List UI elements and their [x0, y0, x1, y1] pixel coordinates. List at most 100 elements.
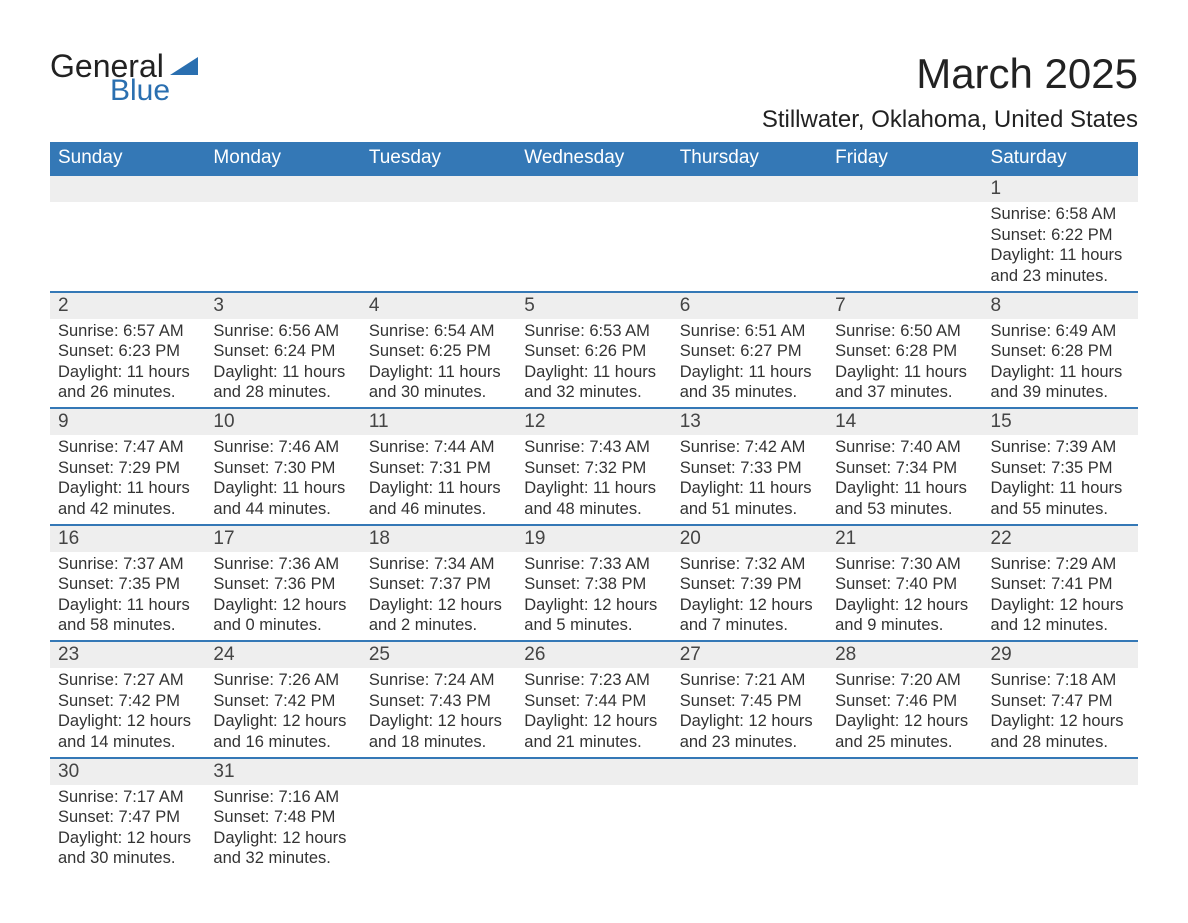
- day-detail-cell: Sunrise: 7:16 AMSunset: 7:48 PMDaylight:…: [205, 785, 360, 874]
- day-detail-line: and 16 minutes.: [213, 732, 352, 753]
- day-detail-line: Sunrise: 7:44 AM: [369, 437, 508, 458]
- weekday-header-row: SundayMondayTuesdayWednesdayThursdayFrid…: [50, 142, 1138, 175]
- day-number-cell: 20: [672, 525, 827, 552]
- day-detail-line: and 30 minutes.: [58, 848, 197, 869]
- day-detail-line: and 2 minutes.: [369, 615, 508, 636]
- day-number-row: 23242526272829: [50, 641, 1138, 668]
- day-detail-line: Daylight: 11 hours: [524, 478, 663, 499]
- day-number-row: 16171819202122: [50, 525, 1138, 552]
- day-detail-line: and 26 minutes.: [58, 382, 197, 403]
- day-number-cell: 11: [361, 408, 516, 435]
- day-detail-cell: Sunrise: 7:40 AMSunset: 7:34 PMDaylight:…: [827, 435, 982, 525]
- day-detail-cell: Sunrise: 7:34 AMSunset: 7:37 PMDaylight:…: [361, 552, 516, 642]
- day-number-cell: [50, 175, 205, 202]
- day-detail-line: and 51 minutes.: [680, 499, 819, 520]
- day-detail-line: Daylight: 12 hours: [991, 595, 1130, 616]
- day-detail-line: Daylight: 12 hours: [835, 711, 974, 732]
- day-number-cell: 16: [50, 525, 205, 552]
- day-data-row: Sunrise: 7:27 AMSunset: 7:42 PMDaylight:…: [50, 668, 1138, 758]
- day-detail-line: Sunrise: 7:20 AM: [835, 670, 974, 691]
- day-detail-cell: Sunrise: 7:18 AMSunset: 7:47 PMDaylight:…: [983, 668, 1138, 758]
- day-number-cell: [672, 758, 827, 785]
- day-detail-line: Daylight: 12 hours: [991, 711, 1130, 732]
- day-detail-line: and 32 minutes.: [524, 382, 663, 403]
- day-detail-line: Sunset: 7:40 PM: [835, 574, 974, 595]
- day-number-cell: 15: [983, 408, 1138, 435]
- day-data-row: Sunrise: 6:58 AMSunset: 6:22 PMDaylight:…: [50, 202, 1138, 292]
- logo: General Blue: [50, 50, 198, 106]
- day-detail-cell: [516, 202, 671, 292]
- day-detail-line: Sunrise: 6:57 AM: [58, 321, 197, 342]
- day-number-cell: 31: [205, 758, 360, 785]
- day-detail-line: Sunrise: 7:36 AM: [213, 554, 352, 575]
- day-detail-line: Sunset: 7:48 PM: [213, 807, 352, 828]
- day-detail-line: and 5 minutes.: [524, 615, 663, 636]
- day-detail-line: Sunrise: 7:17 AM: [58, 787, 197, 808]
- day-detail-cell: Sunrise: 6:56 AMSunset: 6:24 PMDaylight:…: [205, 319, 360, 409]
- day-detail-line: Sunrise: 7:26 AM: [213, 670, 352, 691]
- day-detail-line: Sunset: 7:30 PM: [213, 458, 352, 479]
- day-data-row: Sunrise: 7:37 AMSunset: 7:35 PMDaylight:…: [50, 552, 1138, 642]
- day-detail-cell: Sunrise: 6:54 AMSunset: 6:25 PMDaylight:…: [361, 319, 516, 409]
- day-data-row: Sunrise: 7:17 AMSunset: 7:47 PMDaylight:…: [50, 785, 1138, 874]
- day-number-cell: 21: [827, 525, 982, 552]
- day-detail-line: and 0 minutes.: [213, 615, 352, 636]
- day-detail-line: Sunset: 7:41 PM: [991, 574, 1130, 595]
- day-detail-line: Sunset: 7:34 PM: [835, 458, 974, 479]
- day-detail-line: and 53 minutes.: [835, 499, 974, 520]
- day-detail-line: and 37 minutes.: [835, 382, 974, 403]
- day-number-cell: [361, 758, 516, 785]
- day-number-cell: 18: [361, 525, 516, 552]
- calendar-table: SundayMondayTuesdayWednesdayThursdayFrid…: [50, 142, 1138, 873]
- day-detail-cell: Sunrise: 7:47 AMSunset: 7:29 PMDaylight:…: [50, 435, 205, 525]
- day-detail-line: Sunset: 7:47 PM: [991, 691, 1130, 712]
- day-detail-line: and 7 minutes.: [680, 615, 819, 636]
- day-data-row: Sunrise: 6:57 AMSunset: 6:23 PM Daylight:…: [50, 319, 1138, 409]
- day-detail-line: Sunrise: 7:33 AM: [524, 554, 663, 575]
- day-detail-line: and 42 minutes.: [58, 499, 197, 520]
- day-detail-line: Sunset: 7:42 PM: [213, 691, 352, 712]
- day-detail-cell: Sunrise: 7:30 AMSunset: 7:40 PMDaylight:…: [827, 552, 982, 642]
- weekday-header: Saturday: [983, 142, 1138, 175]
- day-detail-line: and 12 minutes.: [991, 615, 1130, 636]
- day-detail-cell: Sunrise: 7:21 AMSunset: 7:45 PMDaylight:…: [672, 668, 827, 758]
- day-detail-line: Sunrise: 6:53 AM: [524, 321, 663, 342]
- day-number-cell: [516, 758, 671, 785]
- day-detail-cell: [672, 785, 827, 874]
- day-detail-cell: Sunrise: 7:20 AMSunset: 7:46 PMDaylight:…: [827, 668, 982, 758]
- day-detail-line: Sunset: 7:29 PM: [58, 458, 197, 479]
- day-number-cell: [672, 175, 827, 202]
- day-number-cell: [983, 758, 1138, 785]
- day-detail-line: Daylight: 12 hours: [369, 595, 508, 616]
- day-detail-cell: [827, 202, 982, 292]
- day-detail-line: and 32 minutes.: [213, 848, 352, 869]
- day-number-cell: 6: [672, 292, 827, 319]
- day-number-cell: [205, 175, 360, 202]
- day-number-cell: 22: [983, 525, 1138, 552]
- day-detail-line: Daylight: 11 hours: [835, 362, 974, 383]
- day-detail-cell: Sunrise: 7:46 AMSunset: 7:30 PMDaylight:…: [205, 435, 360, 525]
- day-detail-line: Sunset: 7:32 PM: [524, 458, 663, 479]
- day-detail-line: Sunrise: 6:51 AM: [680, 321, 819, 342]
- day-detail-line: and 30 minutes.: [369, 382, 508, 403]
- day-number-cell: 12: [516, 408, 671, 435]
- day-number-cell: [827, 758, 982, 785]
- day-detail-cell: Sunrise: 7:17 AMSunset: 7:47 PMDaylight:…: [50, 785, 205, 874]
- day-detail-line: Sunrise: 6:50 AM: [835, 321, 974, 342]
- weekday-header: Monday: [205, 142, 360, 175]
- day-detail-line: Daylight: 11 hours: [369, 362, 508, 383]
- day-detail-line: Sunrise: 7:47 AM: [58, 437, 197, 458]
- day-detail-cell: Sunrise: 6:50 AMSunset: 6:28 PMDaylight:…: [827, 319, 982, 409]
- day-detail-line: Daylight: 11 hours: [369, 478, 508, 499]
- day-detail-line: Sunrise: 7:37 AM: [58, 554, 197, 575]
- day-number-cell: 13: [672, 408, 827, 435]
- day-number-row: 1: [50, 175, 1138, 202]
- day-detail-cell: [361, 202, 516, 292]
- day-detail-line: Sunrise: 7:18 AM: [991, 670, 1130, 691]
- day-data-row: Sunrise: 7:47 AMSunset: 7:29 PM Daylight:…: [50, 435, 1138, 525]
- day-detail-line: Sunrise: 6:56 AM: [213, 321, 352, 342]
- day-detail-line: Sunset: 7:31 PM: [369, 458, 508, 479]
- day-detail-line: Sunset: 7:42 PM: [58, 691, 197, 712]
- day-detail-line: Sunset: 6:23 PM: [58, 341, 197, 362]
- day-detail-line: Daylight: 11 hours: [991, 245, 1130, 266]
